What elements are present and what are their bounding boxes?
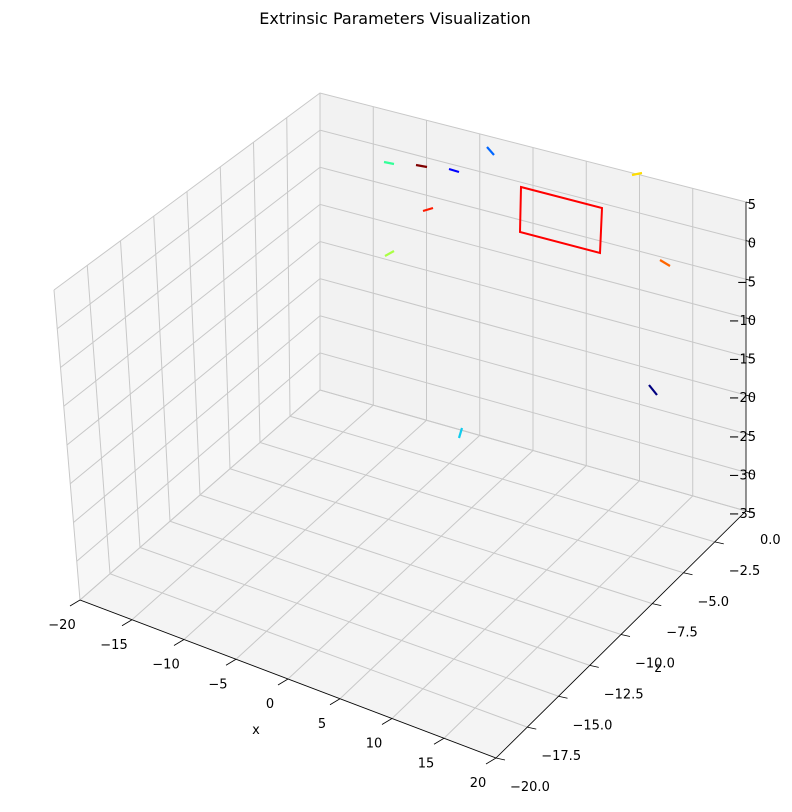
z-tick-label: −12.5 bbox=[604, 687, 644, 702]
z-tick bbox=[620, 634, 631, 637]
x-tick-label: 10 bbox=[366, 737, 383, 752]
camera-mark bbox=[648, 384, 658, 396]
z-tick-label: −5.0 bbox=[698, 595, 730, 610]
x-tick-label: −5 bbox=[208, 677, 227, 692]
camera-mark bbox=[448, 167, 460, 174]
z-tick-label: 0.0 bbox=[760, 533, 781, 548]
y-tick-label: 0 bbox=[748, 237, 756, 252]
z-gridline bbox=[86, 265, 528, 728]
x-tick bbox=[277, 678, 289, 686]
x-axis-ticks: −20 −15 −10 −5 0 5 10 15 20 bbox=[48, 599, 497, 791]
y-tick bbox=[745, 433, 755, 437]
z-tick bbox=[527, 726, 537, 730]
x-tick-label: 5 bbox=[318, 717, 326, 732]
x-tick bbox=[329, 698, 341, 706]
z-tick bbox=[745, 510, 756, 514]
camera-mark bbox=[415, 163, 428, 169]
camera-marks bbox=[383, 146, 671, 439]
z-tick-label: −20.0 bbox=[510, 780, 550, 795]
z-gridline bbox=[219, 166, 653, 605]
z-tick bbox=[558, 695, 568, 699]
x-tick-label: −20 bbox=[48, 618, 75, 633]
z-tick-label: −17.5 bbox=[541, 749, 581, 764]
y-tick-label: 5 bbox=[748, 198, 756, 213]
x-tick bbox=[173, 639, 185, 646]
z-gridline bbox=[186, 191, 622, 635]
camera-mark bbox=[486, 146, 495, 156]
z-tick bbox=[683, 572, 693, 576]
y-tick-label: −10 bbox=[729, 314, 756, 329]
y-tick-label: −15 bbox=[729, 353, 756, 368]
camera-mark bbox=[631, 171, 643, 177]
camera-mark bbox=[457, 427, 464, 439]
y-tick bbox=[745, 201, 755, 205]
z-axis-ticks: 0.0 −2.5 −5.0 −7.5 −10.0 −12.5 −15.0 −17.5 −20.0 bbox=[495, 510, 781, 795]
floor-pane bbox=[80, 390, 746, 758]
z-axis-label: z bbox=[655, 661, 662, 676]
x-tick bbox=[485, 757, 497, 765]
x-tick-label: 0 bbox=[266, 697, 274, 712]
x-tick bbox=[381, 718, 393, 725]
x-tick bbox=[225, 658, 237, 666]
x-tick bbox=[121, 619, 133, 627]
y-tick bbox=[745, 240, 755, 244]
z-tick-label: −7.5 bbox=[666, 626, 698, 641]
y-tick bbox=[745, 278, 755, 282]
x-tick-label: −15 bbox=[100, 638, 127, 653]
x-tick-label: −10 bbox=[152, 658, 179, 673]
camera-mark bbox=[422, 206, 434, 213]
y-tick-label: −5 bbox=[737, 275, 756, 290]
x-axis-label: x bbox=[252, 723, 260, 738]
chart-title: Extrinsic Parameters Visualization bbox=[259, 9, 530, 28]
y-tick-label: −30 bbox=[729, 468, 756, 483]
y-tick-label: −35 bbox=[729, 507, 756, 522]
z-tick bbox=[714, 541, 724, 545]
camera-mark bbox=[383, 160, 395, 166]
x-tick-label: 20 bbox=[470, 776, 487, 791]
z-tick-label: −15.0 bbox=[573, 718, 613, 733]
z-tick bbox=[589, 664, 599, 668]
z-gridline bbox=[120, 240, 559, 697]
y-tick-label: −25 bbox=[729, 430, 756, 445]
camera-mark bbox=[384, 250, 395, 257]
x-tick bbox=[69, 599, 81, 607]
z-tick-label: −10.0 bbox=[635, 657, 675, 672]
z-tick bbox=[495, 757, 506, 761]
camera-mark bbox=[659, 259, 671, 267]
z-tick bbox=[652, 603, 662, 607]
side-pane bbox=[54, 93, 320, 600]
y-tick bbox=[745, 356, 755, 359]
calibration-board bbox=[518, 185, 604, 255]
y-tick bbox=[745, 317, 755, 321]
z-gridline bbox=[253, 142, 684, 574]
z-gridline bbox=[286, 117, 715, 543]
z-gridline bbox=[153, 216, 590, 666]
y-tick bbox=[745, 394, 755, 398]
z-tick-label: −2.5 bbox=[729, 564, 761, 579]
x-tick-label: 15 bbox=[418, 756, 435, 771]
x-tick bbox=[433, 737, 445, 745]
z-gridline bbox=[319, 93, 747, 512]
y-tick-label: −20 bbox=[729, 391, 756, 406]
y-tick bbox=[745, 471, 755, 475]
